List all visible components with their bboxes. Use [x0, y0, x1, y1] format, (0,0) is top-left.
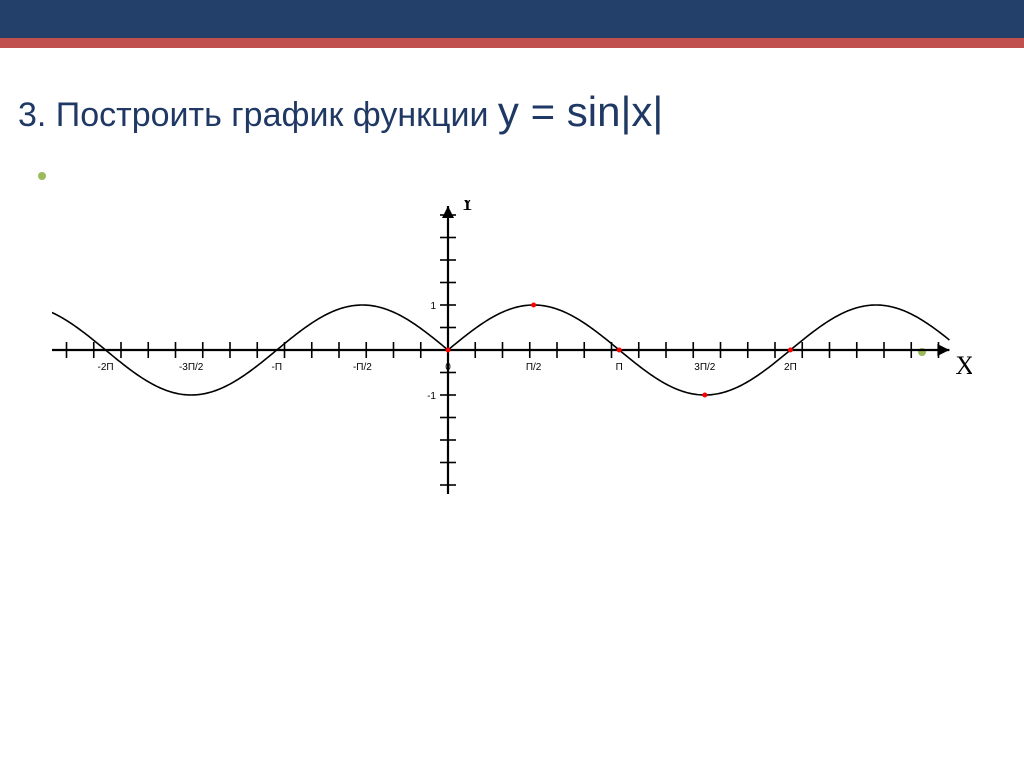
key-point — [446, 348, 451, 353]
x-tick-label: 2П — [784, 362, 797, 373]
x-tick-label: П — [616, 362, 623, 373]
slide-title: 3. Построить график функции y = sin|x| — [18, 88, 663, 136]
bullet-left — [38, 172, 46, 180]
chart-container: -2П-3П/2-П-П/20П/2П3П/22ПX1-1Y — [52, 200, 972, 520]
x-tick-label: П/2 — [526, 362, 542, 373]
y-axis-label: Y — [458, 200, 477, 216]
key-point — [531, 303, 536, 308]
x-axis-label: X — [955, 351, 972, 380]
x-tick-label: -3П/2 — [179, 362, 204, 373]
slide: 3. Построить график функции y = sin|x| -… — [0, 0, 1024, 768]
x-tick-label: -П/2 — [353, 362, 372, 373]
x-tick-label: -2П — [98, 362, 114, 373]
x-tick-label: -П — [272, 362, 283, 373]
title-prefix: 3. Построить график функции — [18, 96, 498, 134]
chart-svg: -2П-3П/2-П-П/20П/2П3П/22ПX1-1Y — [52, 200, 972, 520]
key-point — [617, 348, 622, 353]
x-tick-label: 3П/2 — [694, 362, 716, 373]
header-light-band — [0, 38, 1024, 48]
y-tick-label: 1 — [430, 301, 436, 312]
title-function: y = sin|x| — [498, 88, 663, 135]
y-axis-arrow — [442, 206, 454, 218]
header-dark-band — [0, 0, 1024, 38]
key-point — [702, 393, 707, 398]
y-tick-label: -1 — [427, 391, 436, 402]
key-point — [788, 348, 793, 353]
